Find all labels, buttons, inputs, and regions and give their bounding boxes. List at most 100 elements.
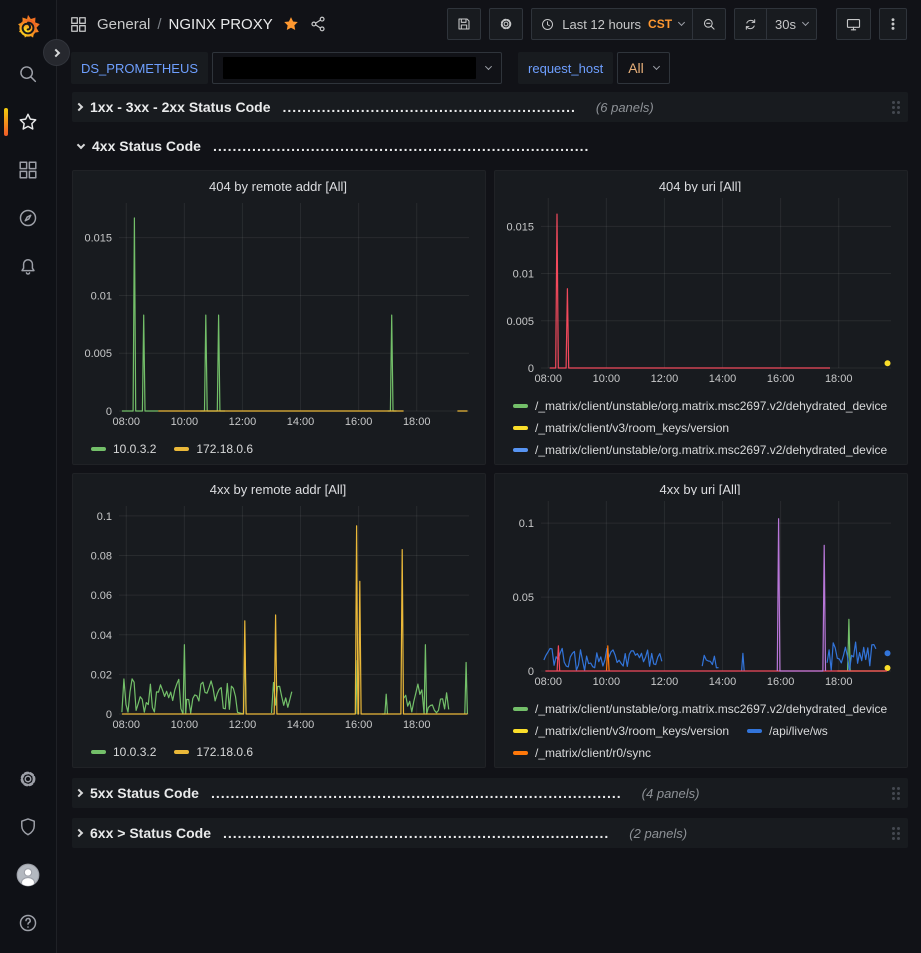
help-icon [19,914,37,932]
timeseries-plot[interactable]: 0 0.005 0.01 0.015 08:00 10:00 12:00 14:00 16:00… [501,192,899,393]
variable-value-dropdown[interactable] [212,52,503,84]
panel-legend: 10.0.3.2 172.18.0.6 [79,741,477,761]
variable-label[interactable]: request_host [518,52,614,84]
row-title-dots: ........................................… [210,785,622,801]
svg-text:10:00: 10:00 [593,676,621,688]
legend-swatch [513,404,528,409]
panel-404-by-uri: 404 by uri [All] 0 0.005 0.01 0.015 08:00 10:… [494,170,908,465]
panel-grid: 404 by remote addr [All] 0 0.005 0.01 0.015… [72,170,908,768]
row-drag-handle[interactable] [892,826,900,840]
save-dashboard-button[interactable] [447,8,482,40]
shield-icon [21,818,35,836]
row-title: 5xx Status Code [90,785,199,801]
breadcrumb: General / NGINX PROXY [97,16,273,33]
panel-title[interactable]: 4xx by uri [All] [659,482,741,496]
timeseries-plot[interactable]: 0 0.02 0.04 0.06 0.08 0.1 08:00 10:00 12:00 14:00… [79,500,477,739]
dashboard-title[interactable]: NGINX PROXY [168,15,273,33]
sidebar-item-starred[interactable] [0,98,56,146]
svg-text:0: 0 [106,406,112,418]
time-range-picker[interactable]: Last 12 hours CST [531,8,694,40]
clock-icon [542,18,554,30]
chevron-down-icon [801,18,810,27]
row-header-6xx[interactable]: 6xx > Status Code ......................… [72,818,908,848]
svg-text:14:00: 14:00 [709,373,737,385]
row-header-5xx[interactable]: 5xx Status Code ........................… [72,778,908,808]
sidebar-item-dashboards[interactable] [0,146,56,194]
svg-text:0.005: 0.005 [506,316,534,328]
svg-text:18:00: 18:00 [825,676,853,688]
zoom-out-time-button[interactable] [693,8,727,40]
sidebar-item-search[interactable] [0,50,56,98]
svg-text:16:00: 16:00 [767,676,795,688]
sidebar-item-explore[interactable] [0,194,56,242]
legend-label: /_matrix/client/unstable/org.matrix.msc2… [535,443,888,458]
panel-title[interactable]: 404 by uri [All] [658,179,742,193]
panel-title[interactable]: 404 by remote addr [All] [208,179,348,194]
sidebar-item-profile[interactable] [0,851,56,899]
legend-item[interactable]: 10.0.3.2 [91,438,156,458]
legend-item[interactable]: /api/live/ws [747,720,828,742]
svg-text:10:00: 10:00 [171,719,199,731]
refresh-interval-picker[interactable]: 30s [767,8,817,40]
favorite-star-icon[interactable] [282,15,300,33]
more-options-kebab-button[interactable] [879,8,907,40]
sidebar-spacer [0,290,56,755]
variable-value-dropdown[interactable]: All [617,52,670,84]
variable-label[interactable]: DS_PROMETHEUS [71,52,209,84]
legend-item[interactable]: 172.18.0.6 [174,741,253,761]
svg-text:0: 0 [106,709,112,721]
legend-item[interactable]: /_matrix/client/unstable/org.matrix.msc2… [513,395,887,417]
row-drag-handle[interactable] [892,100,900,114]
apps-breadcrumb-icon [71,16,86,32]
svg-text:18:00: 18:00 [403,719,431,731]
monitor-icon [846,18,861,30]
row-drag-handle[interactable] [892,786,900,800]
svg-text:0.015: 0.015 [506,221,534,233]
row-header-1xx-3xx-2xx[interactable]: 1xx - 3xx - 2xx Status Code ............… [72,92,908,122]
svg-text:0.01: 0.01 [513,269,534,281]
timeseries-plot[interactable]: 0 0.005 0.01 0.015 08:00 10:00 12:00 14:00 16:00… [79,197,477,436]
zoom-out-icon [703,18,715,30]
svg-text:0.005: 0.005 [84,348,112,360]
legend-item[interactable]: /_matrix/client/v3/room_keys/version [513,417,729,439]
svg-text:08:00: 08:00 [534,373,562,385]
legend-swatch [513,448,528,453]
svg-text:14:00: 14:00 [709,676,737,688]
grafana-flame-icon [18,14,40,38]
chevron-down-icon [677,18,686,27]
sidebar-item-alerting[interactable] [0,242,56,290]
legend-swatch [91,749,106,754]
dashboard-canvas: 1xx - 3xx - 2xx Status Code ............… [57,88,921,953]
svg-text:10:00: 10:00 [171,416,199,428]
share-icon[interactable] [309,15,327,33]
cycle-view-mode-button[interactable] [836,8,871,40]
sidebar-item-help[interactable] [0,899,56,947]
breadcrumb-folder[interactable]: General [97,15,151,33]
legend-label: /_matrix/client/v3/room_keys/version [535,421,730,436]
row-header-4xx[interactable]: 4xx Status Code ........................… [72,132,908,160]
gear-icon [20,771,36,787]
sidebar-item-configuration[interactable] [0,755,56,803]
grafana-logo[interactable] [0,6,56,50]
legend-item[interactable]: 172.18.0.6 [174,438,253,458]
svg-text:18:00: 18:00 [403,416,431,428]
timeseries-plot[interactable]: 0 0.05 0.1 08:00 10:00 12:00 14:00 16:00 18:00 [501,495,899,696]
legend-item[interactable]: /_matrix/client/v3/room_keys/version [513,720,729,742]
chevron-down-icon [485,62,493,71]
refresh-icon [745,18,756,30]
dashboard-settings-button[interactable] [489,8,524,40]
main-area: General / NGINX PROXY [57,0,921,953]
sidebar-item-server-admin[interactable] [0,803,56,851]
legend-item[interactable]: /_matrix/client/r0/sync [513,742,651,761]
sidebar-expand-button[interactable] [43,39,70,66]
svg-text:08:00: 08:00 [112,416,140,428]
panel-legend: /_matrix/client/unstable/org.matrix.msc2… [501,395,899,458]
legend-item[interactable]: /_matrix/client/unstable/org.matrix.msc2… [513,698,887,720]
panel-title[interactable]: 4xx by remote addr [All] [209,482,347,497]
refresh-button[interactable] [734,8,768,40]
svg-text:0.01: 0.01 [91,290,112,302]
legend-item[interactable]: /_matrix/client/unstable/org.matrix.msc2… [513,439,887,458]
timezone-label: CST [648,17,673,31]
svg-text:0.1: 0.1 [519,518,534,530]
legend-item[interactable]: 10.0.3.2 [91,741,156,761]
